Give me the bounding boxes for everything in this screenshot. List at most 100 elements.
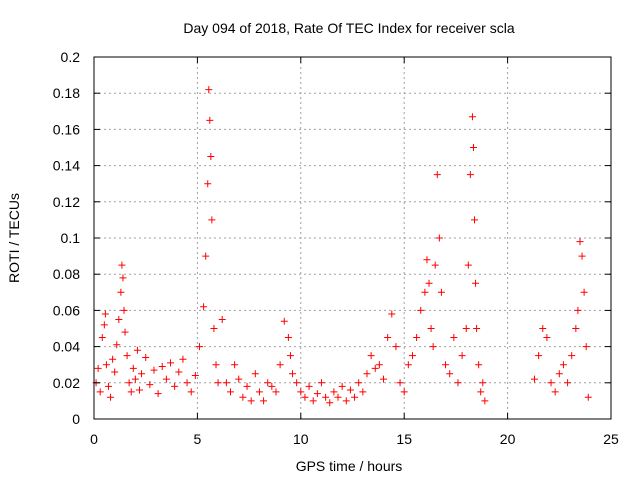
data-point <box>277 361 284 368</box>
data-point <box>111 368 118 375</box>
data-point <box>130 365 137 372</box>
data-point <box>128 388 135 395</box>
data-point <box>467 171 474 178</box>
y-tick-label: 0.18 <box>53 85 80 101</box>
data-point <box>405 361 412 368</box>
data-point <box>231 361 238 368</box>
data-point <box>205 86 212 93</box>
data-point <box>113 341 120 348</box>
data-point <box>473 325 480 332</box>
data-point <box>301 394 308 401</box>
data-point <box>97 388 104 395</box>
data-point <box>397 379 404 386</box>
data-point <box>434 171 441 178</box>
data-point <box>167 359 174 366</box>
data-point <box>459 352 466 359</box>
data-point <box>171 383 178 390</box>
y-tick-label: 0.16 <box>53 121 80 137</box>
data-point <box>318 379 325 386</box>
chart-title: Day 094 of 2018, Rate Of TEC Index for r… <box>183 20 514 36</box>
data-point <box>142 354 149 361</box>
data-point <box>479 379 486 386</box>
data-point <box>450 334 457 341</box>
data-point <box>213 361 220 368</box>
data-point <box>355 379 362 386</box>
data-point <box>359 388 366 395</box>
data-point <box>297 388 304 395</box>
data-point <box>576 238 583 245</box>
grid-lines <box>94 57 611 419</box>
data-point <box>268 383 275 390</box>
data-point <box>417 307 424 314</box>
data-point <box>470 144 477 151</box>
data-point <box>581 289 588 296</box>
y-tick-labels: 0 0.02 0.04 0.06 0.08 0.1 0.12 0.14 0.16 0.18 0.2 <box>53 49 80 427</box>
data-point <box>326 399 333 406</box>
data-point <box>471 216 478 223</box>
x-tick-labels: 0 5 10 15 20 25 <box>90 431 619 447</box>
x-tick-label: 5 <box>194 431 202 447</box>
y-tick-label: 0.12 <box>53 194 80 210</box>
data-point <box>188 388 195 395</box>
data-point <box>314 390 321 397</box>
data-point <box>107 394 114 401</box>
data-point <box>335 394 342 401</box>
data-point <box>585 394 592 401</box>
data-point <box>432 262 439 269</box>
data-point <box>102 311 109 318</box>
data-point <box>159 363 166 370</box>
data-point <box>132 376 139 383</box>
data-point <box>215 379 222 386</box>
data-point <box>306 383 313 390</box>
data-point <box>347 387 354 394</box>
data-point <box>136 387 143 394</box>
data-point <box>564 379 571 386</box>
data-point <box>430 343 437 350</box>
data-point <box>363 370 370 377</box>
data-point <box>539 325 546 332</box>
data-point <box>384 334 391 341</box>
data-point <box>264 379 271 386</box>
data-point <box>438 289 445 296</box>
data-point <box>574 307 581 314</box>
data-point <box>239 394 246 401</box>
data-point <box>376 361 383 368</box>
data-point <box>248 397 255 404</box>
data-point <box>227 388 234 395</box>
data-point <box>244 383 251 390</box>
data-point <box>115 316 122 323</box>
data-point <box>260 397 267 404</box>
data-point <box>117 289 124 296</box>
data-point <box>99 334 106 341</box>
data-point <box>206 117 213 124</box>
data-point <box>202 253 209 260</box>
y-axis-label: ROTI / TECUs <box>6 193 22 283</box>
data-point <box>351 394 358 401</box>
data-point <box>568 352 575 359</box>
data-point <box>481 397 488 404</box>
plot-frame <box>94 57 611 419</box>
data-point <box>322 394 329 401</box>
data-point <box>196 343 203 350</box>
data-point <box>472 280 479 287</box>
data-point <box>235 376 242 383</box>
data-point <box>95 365 102 372</box>
data-point <box>281 318 288 325</box>
data-point <box>134 347 141 354</box>
data-point <box>477 388 484 395</box>
data-point <box>469 113 476 120</box>
data-point <box>548 379 555 386</box>
data-point <box>465 262 472 269</box>
data-point <box>118 262 125 269</box>
data-point <box>150 367 157 374</box>
data-point <box>124 352 131 359</box>
data-point <box>368 352 375 359</box>
y-tick-label: 0.02 <box>53 375 80 391</box>
data-point <box>552 388 559 395</box>
data-point <box>380 376 387 383</box>
y-tick-label: 0.1 <box>61 230 81 246</box>
data-point <box>446 370 453 377</box>
data-point <box>155 390 162 397</box>
roti-chart: 00.020.040.060.080.10.120.140.160.180.2 … <box>0 0 640 480</box>
data-point <box>310 397 317 404</box>
